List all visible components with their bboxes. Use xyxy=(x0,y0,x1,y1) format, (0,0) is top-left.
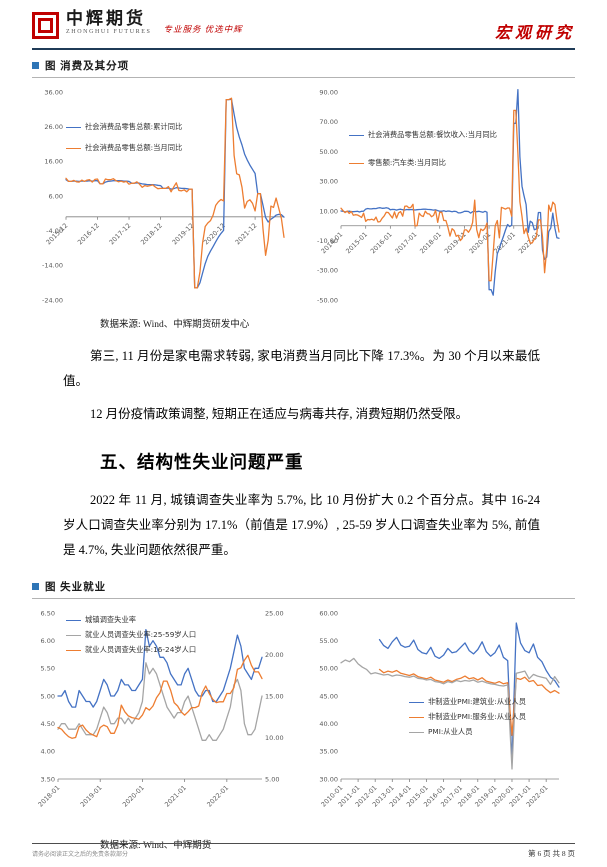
figure-bullet-icon xyxy=(32,583,39,590)
svg-text:6.00: 6.00 xyxy=(49,192,63,200)
svg-text:36.00: 36.00 xyxy=(44,88,63,96)
svg-text:5.00: 5.00 xyxy=(41,692,55,700)
svg-text:-10.00: -10.00 xyxy=(317,237,338,245)
svg-text:2019-01: 2019-01 xyxy=(79,784,104,809)
svg-text:2018-12: 2018-12 xyxy=(139,222,164,247)
svg-text:10.00: 10.00 xyxy=(319,207,338,215)
figure-bullet-icon xyxy=(32,62,39,69)
page-number: 第 6 页 共 8 页 xyxy=(528,849,575,858)
svg-text:2020-01: 2020-01 xyxy=(121,784,146,809)
svg-text:2016-12: 2016-12 xyxy=(76,222,101,247)
svg-text:45.00: 45.00 xyxy=(319,692,338,700)
svg-text:40.00: 40.00 xyxy=(319,720,338,728)
svg-text:2015-01: 2015-01 xyxy=(344,230,369,255)
header-divider xyxy=(32,48,575,50)
svg-text:10.00: 10.00 xyxy=(265,734,284,742)
svg-text:-30.00: -30.00 xyxy=(317,267,338,275)
report-category-label: 宏观研究 xyxy=(494,25,575,42)
chart-canvas-retail-sales-yoy: -24.00-14.00-4.006.0016.0026.0036.002015… xyxy=(42,88,285,304)
chart-canvas-unemployment-rates: 3.50 4.00 4.50 5.00 5.50 6.00 6.50 5.00 10.00 15.… xyxy=(37,609,284,809)
svg-text:2016-01: 2016-01 xyxy=(369,230,394,255)
footer-divider xyxy=(32,843,575,844)
svg-text:50.00: 50.00 xyxy=(319,665,338,673)
chart-unemployment-rates: 3.50 4.00 4.50 5.00 5.50 6.00 6.50 5.00 10.00 15.… xyxy=(32,603,294,831)
svg-text:2022-01: 2022-01 xyxy=(205,784,230,809)
figure-caption-text: 图 失业就业 xyxy=(45,582,107,593)
svg-text:5.00: 5.00 xyxy=(265,775,279,783)
consumption-charts-row: -24.00 -14.00 -4.00 6.00 16.00 26.00 36.00 2015… xyxy=(32,82,575,310)
svg-text:2018-01: 2018-01 xyxy=(37,784,62,809)
svg-text:-4.00: -4.00 xyxy=(46,227,63,235)
paragraph-appliance-demand: 第三, 11 月份是家电需求转弱, 家电消费当月同比下降 17.3%。为 30 … xyxy=(63,349,540,388)
svg-text:2017-01: 2017-01 xyxy=(394,230,419,255)
svg-text:-24.00: -24.00 xyxy=(42,296,63,304)
report-header: 中辉期货 ZHONGHUI FUTURES 专业服务 优选中辉 宏观研究 xyxy=(0,0,607,43)
svg-text:6.50: 6.50 xyxy=(41,609,55,617)
svg-text:15.00: 15.00 xyxy=(265,692,284,700)
svg-text:4.00: 4.00 xyxy=(41,748,55,756)
company-tagline: 专业服务 优选中辉 xyxy=(163,24,243,34)
company-name-en: ZHONGHUI FUTURES xyxy=(66,29,152,35)
svg-text:6.00: 6.00 xyxy=(41,637,55,645)
svg-text:20.00: 20.00 xyxy=(265,651,284,659)
paragraph-unemployment-stats: 2022 年 11 月, 城镇调查失业率为 5.7%, 比 10 月份扩大 0.… xyxy=(63,493,540,557)
zhonghui-logo-icon xyxy=(32,12,59,39)
svg-text:90.00: 90.00 xyxy=(319,88,338,96)
chart-catering-auto-yoy: -50.00 -30.00 -10.00 10.00 30.00 50.00 70.00 90… xyxy=(307,82,569,310)
svg-text:2021-01: 2021-01 xyxy=(163,784,188,809)
svg-text:-14.00: -14.00 xyxy=(42,262,63,270)
svg-text:26.00: 26.00 xyxy=(44,123,63,131)
svg-text:2019-12: 2019-12 xyxy=(171,222,196,247)
chart-retail-sales-yoy: -24.00 -14.00 -4.00 6.00 16.00 26.00 36.00 2015… xyxy=(32,82,294,310)
svg-text:50.00: 50.00 xyxy=(319,148,338,156)
company-name-block: 中辉期货 ZHONGHUI FUTURES xyxy=(66,9,152,36)
employment-charts-row: 3.50 4.00 4.50 5.00 5.50 6.00 6.50 5.00 10.00 15.… xyxy=(32,603,575,831)
figure-caption-divider xyxy=(32,77,575,78)
svg-text:30.00: 30.00 xyxy=(319,775,338,783)
company-logo: 中辉期货 ZHONGHUI FUTURES 专业服务 优选中辉 xyxy=(32,10,243,39)
report-footer: 请务必阅读正文之后的免责条款部分 第 6 页 共 8 页 xyxy=(32,843,575,859)
svg-text:70.00: 70.00 xyxy=(319,118,338,126)
svg-text:3.50: 3.50 xyxy=(41,775,55,783)
svg-text:30.00: 30.00 xyxy=(319,178,338,186)
chart-pmi-employment: 30.00 35.00 40.00 45.00 50.00 55.00 60.00 2010-… xyxy=(307,603,569,831)
figure-caption-divider xyxy=(32,598,575,599)
svg-text:16.00: 16.00 xyxy=(44,158,63,166)
section-heading-unemployment: 五、结构性失业问题严重 xyxy=(100,452,304,472)
svg-text:60.00: 60.00 xyxy=(319,609,338,617)
svg-text:55.00: 55.00 xyxy=(319,637,338,645)
figure-caption-employment: 图 失业就业 xyxy=(32,579,575,594)
chart-canvas-pmi-employment: 30.0035.0040.0045.0050.0055.0060.002010-… xyxy=(319,609,560,809)
svg-text:25.00: 25.00 xyxy=(265,609,284,617)
disclaimer-note: 请务必阅读正文之后的免责条款部分 xyxy=(32,852,129,858)
figure-caption-consumption: 图 消费及其分项 xyxy=(32,58,575,73)
svg-text:4.50: 4.50 xyxy=(41,720,55,728)
data-source-note-2: 数据来源: Wind、中辉期货 xyxy=(100,841,212,851)
figure-caption-text: 图 消费及其分项 xyxy=(45,61,130,72)
svg-text:35.00: 35.00 xyxy=(319,748,338,756)
svg-text:5.50: 5.50 xyxy=(41,665,55,673)
svg-text:2017-12: 2017-12 xyxy=(108,222,133,247)
svg-text:2021-12: 2021-12 xyxy=(234,222,259,247)
svg-text:2022-01: 2022-01 xyxy=(517,230,542,255)
chart-canvas-catering-auto-yoy: -50.00 -30.00 -10.00 10.00 30.00 50.00 70.00 90… xyxy=(317,88,560,304)
svg-text:-50.00: -50.00 xyxy=(317,296,338,304)
paragraph-covid-policy: 12 月份疫情政策调整, 短期正在适应与病毒共存, 消费短期仍然受限。 xyxy=(90,407,469,421)
company-name: 中辉期货 xyxy=(66,9,146,28)
data-source-note-1: 数据来源: Wind、中辉期货研发中心 xyxy=(100,320,250,330)
svg-text:2018-01: 2018-01 xyxy=(418,230,443,255)
